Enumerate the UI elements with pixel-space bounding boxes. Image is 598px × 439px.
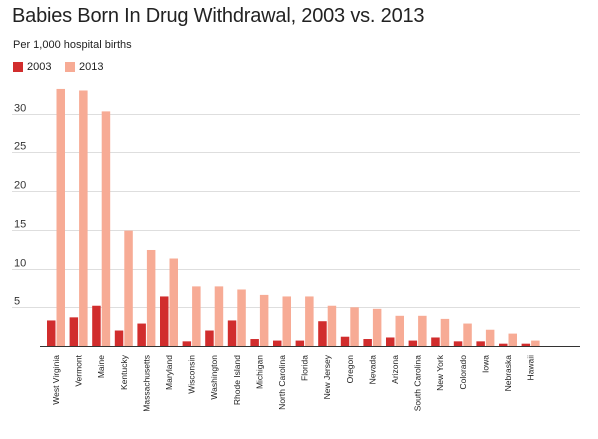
bar-west-virginia-2013	[56, 88, 65, 346]
x-tick-label-washington: Washington	[209, 355, 219, 400]
bar-colorado-2003	[453, 341, 463, 346]
x-tick-label-west-virginia: West Virginia	[51, 355, 61, 405]
bar-oregon-2003	[340, 336, 350, 346]
legend-label-2003: 2003	[27, 61, 52, 73]
bar-west-virginia-2003	[47, 320, 56, 346]
bar-new-york-2013	[440, 318, 450, 346]
x-tick-label-colorado: Colorado	[458, 355, 468, 390]
bar-vermont-2003	[69, 317, 79, 346]
chart-subtitle: Per 1,000 hospital births	[13, 39, 132, 51]
bar-maine-2013	[101, 111, 111, 346]
bar-north-carolina-2013	[282, 296, 291, 346]
bar-massachusetts-2013	[146, 249, 156, 346]
bar-oregon-2013	[350, 307, 359, 346]
x-tick-label-maryland: Maryland	[164, 355, 174, 390]
bar-iowa-2003	[476, 341, 485, 346]
bar-nevada-2003	[363, 339, 372, 346]
x-tick-label-oregon: Oregon	[345, 355, 355, 384]
y-tick-label-15: 15	[14, 219, 26, 231]
bar-florida-2003	[295, 340, 305, 346]
bar-maryland-2003	[160, 296, 169, 346]
x-tick-label-north-carolina: North Carolina	[277, 355, 287, 410]
bar-arizona-2003	[386, 337, 395, 346]
y-tick-label-10: 10	[14, 258, 26, 270]
bar-nevada-2013	[372, 308, 382, 346]
bar-nebraska-2003	[499, 343, 508, 346]
x-tick-label-rhode-island: Rhode Island	[232, 355, 242, 405]
x-tick-label-hawaii: Hawaii	[526, 355, 536, 381]
y-tick-label-25: 25	[14, 141, 26, 153]
y-tick-label-30: 30	[14, 103, 26, 115]
x-tick-label-vermont: Vermont	[74, 354, 84, 386]
x-tick-label-new-jersey: New Jersey	[322, 354, 332, 399]
x-tick-label-new-york: New York	[435, 354, 445, 391]
legend-label-2013: 2013	[79, 61, 104, 73]
legend-swatch-2013	[65, 62, 75, 72]
x-tick-label-kentucky: Kentucky	[119, 354, 129, 390]
bar-maryland-2013	[169, 258, 178, 346]
x-tick-label-florida: Florida	[300, 355, 310, 381]
x-tick-label-nevada: Nevada	[367, 355, 377, 385]
bar-nebraska-2013	[508, 333, 517, 346]
bar-michigan-2003	[250, 339, 259, 346]
bar-south-carolina-2003	[408, 340, 418, 346]
bar-washington-2013	[214, 286, 224, 346]
x-tick-label-nebraska: Nebraska	[503, 355, 513, 392]
bar-south-carolina-2013	[418, 315, 427, 346]
bar-michigan-2013	[259, 294, 269, 346]
bar-hawaii-2003	[521, 343, 531, 346]
x-tick-label-wisconsin: Wisconsin	[187, 355, 197, 394]
chart-title: Babies Born In Drug Withdrawal, 2003 vs.…	[12, 5, 425, 27]
bar-rhode-island-2003	[227, 320, 237, 346]
bar-arizona-2013	[395, 315, 404, 346]
bar-kentucky-2003	[114, 330, 124, 346]
x-tick-label-south-carolina: South Carolina	[413, 355, 423, 412]
x-tick-label-maine: Maine	[96, 355, 106, 378]
bar-wisconsin-2013	[192, 286, 201, 346]
bar-iowa-2013	[485, 329, 495, 346]
bar-maine-2003	[92, 305, 101, 346]
bar-colorado-2013	[463, 323, 472, 346]
x-tick-label-iowa: Iowa	[480, 355, 490, 373]
bar-florida-2013	[305, 296, 314, 346]
bar-wisconsin-2003	[182, 341, 192, 346]
x-tick-label-arizona: Arizona	[390, 355, 400, 384]
x-tick-label-michigan: Michigan	[254, 355, 264, 389]
x-tick-label-massachusetts: Massachusetts	[141, 355, 151, 412]
bar-north-carolina-2003	[273, 340, 282, 346]
bar-washington-2003	[205, 330, 214, 346]
y-tick-label-20: 20	[14, 180, 26, 192]
bar-kentucky-2013	[124, 230, 133, 346]
bar-new-jersey-2013	[327, 305, 337, 346]
bar-rhode-island-2013	[237, 289, 246, 346]
bar-vermont-2013	[79, 90, 88, 347]
bar-new-york-2003	[431, 337, 440, 346]
legend-swatch-2003	[13, 62, 23, 72]
bar-new-jersey-2003	[318, 321, 327, 346]
y-tick-label-5: 5	[14, 296, 20, 308]
bar-hawaii-2013	[531, 340, 540, 346]
bar-massachusetts-2003	[137, 323, 146, 346]
